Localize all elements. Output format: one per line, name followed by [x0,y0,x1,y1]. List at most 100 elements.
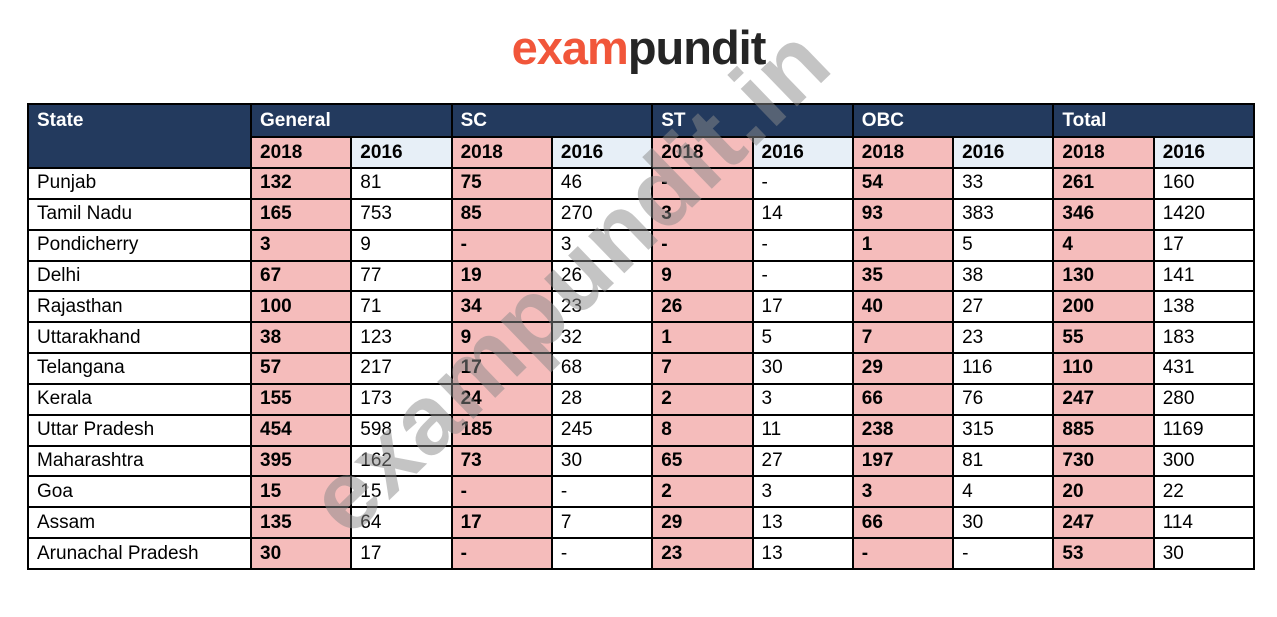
value-cell-st-2016: 13 [751,537,854,570]
value-cell-obc-2018: 66 [851,506,955,540]
state-name-cell: Maharashtra [27,444,252,478]
value-cell-st-2018: 3 [651,197,754,231]
value-cell-general-2018: 155 [249,382,353,416]
value-cell-st-2016: 17 [751,290,854,324]
value-cell-general-2018: 67 [249,259,353,293]
table-row: Delhi 67 77 19 26 9-35 38 130 141 [27,259,1256,293]
table-row: Pondicherry 3 9-3- -1 5 4 17 [27,228,1256,262]
table-row: Uttarakhand 38 123 9 32 1 5 7 23 55 183 [27,321,1256,355]
value-cell-sc-2018: 75 [450,167,553,200]
value-cell-sc-2016: 7 [550,506,654,540]
value-cell-sc-2016: 3 [550,228,654,262]
value-cell-sc-2018: 9 [450,321,553,355]
value-cell-obc-2016: 116 [952,352,1055,385]
state-name-cell: Kerala [27,382,252,416]
table-header: State General SC ST OBC Total 2018 2016 2018 20… [27,103,1256,169]
column-header-total-2018: 2018 [1052,136,1155,169]
value-cell-sc-2018: - [450,228,553,262]
value-cell-sc-2018: 17 [450,506,553,540]
table-row: Telangana 57 217 17 68 7 30 29 116 110 431 [27,352,1256,385]
table-body: Punjab 132 81 75 46- -54 33 261 160 Tamil Nadu 165… [27,167,1256,570]
value-cell-general-2018: 395 [249,444,353,478]
value-cell-st-2016: 30 [751,352,854,385]
value-cell-st-2016: - [751,167,854,200]
table-row: Goa 15 15- -2 3 3 4 20 22 [27,475,1256,509]
value-cell-total-2016: 431 [1152,352,1256,385]
state-name-cell: Pondicherry [27,228,252,262]
value-cell-sc-2016: 32 [550,321,654,355]
value-cell-st-2018: 26 [651,290,754,324]
value-cell-total-2018: 247 [1052,506,1155,540]
column-group-general: General [250,103,453,138]
value-cell-st-2018: 65 [651,444,754,478]
value-cell-total-2016: 114 [1152,506,1256,540]
value-cell-total-2016: 183 [1152,321,1256,355]
value-cell-general-2016: 77 [350,259,453,293]
value-cell-total-2016: 160 [1152,167,1256,200]
value-cell-general-2018: 57 [249,352,353,385]
column-header-sc-2018: 2018 [450,136,553,169]
value-cell-sc-2018: 185 [450,413,553,447]
value-cell-general-2018: 15 [249,475,353,509]
value-cell-general-2018: 30 [249,537,353,570]
value-cell-general-2016: 64 [350,506,453,540]
value-cell-general-2018: 454 [249,413,353,447]
value-cell-st-2016: - [751,259,854,293]
value-cell-obc-2016: 33 [952,167,1055,200]
column-group-sc: SC [450,103,654,138]
value-cell-total-2016: 300 [1152,444,1256,478]
value-cell-total-2018: 20 [1052,475,1155,509]
value-cell-st-2018: 2 [651,382,754,416]
column-header-sc-2016: 2016 [550,136,654,169]
value-cell-st-2018: 7 [651,352,754,385]
header-group-row: State General SC ST OBC Total [27,103,1256,169]
value-cell-obc-2018: 93 [851,197,955,231]
value-cell-sc-2016: 23 [550,290,654,324]
column-header-st-2016: 2016 [751,136,854,169]
value-cell-general-2018: 132 [249,167,353,200]
value-cell-obc-2016: 76 [952,382,1055,416]
value-cell-general-2016: 173 [350,382,453,416]
state-name-cell: Rajasthan [27,290,252,324]
value-cell-total-2016: 141 [1152,259,1256,293]
value-cell-sc-2018: 34 [450,290,553,324]
state-name-cell: Tamil Nadu [27,197,252,231]
value-cell-general-2018: 135 [249,506,353,540]
value-cell-total-2016: 1169 [1152,413,1256,447]
value-cell-obc-2018: 238 [851,413,955,447]
value-cell-general-2016: 123 [350,321,453,355]
column-header-general-2018: 2018 [249,136,353,169]
value-cell-st-2016: 5 [751,321,854,355]
value-cell-obc-2016: 38 [952,259,1055,293]
value-cell-st-2016: 14 [751,197,854,231]
value-cell-general-2016: 15 [350,475,453,509]
value-cell-obc-2018: 7 [851,321,955,355]
value-cell-total-2018: 247 [1052,382,1155,416]
value-cell-st-2018: - [651,167,754,200]
table-row: Rajasthan 100 71 34 23 26 17 40 27 200 138 [27,290,1256,324]
value-cell-total-2016: 280 [1152,382,1256,416]
value-cell-general-2016: 9 [350,228,453,262]
value-cell-sc-2016: 270 [550,197,654,231]
value-cell-obc-2018: - [851,537,955,570]
state-name-cell: Uttar Pradesh [27,413,252,447]
exampundit-logo: exampundit [0,20,1277,75]
table-row: Arunachal Pradesh 30 17- -23 13- -53 30 [27,537,1256,570]
value-cell-obc-2018: 40 [851,290,955,324]
column-header-total-2016: 2016 [1152,136,1256,169]
value-cell-sc-2016: 26 [550,259,654,293]
value-cell-total-2018: 885 [1052,413,1155,447]
value-cell-sc-2016: 30 [550,444,654,478]
state-name-cell: Telangana [27,352,252,385]
value-cell-sc-2018: - [450,475,553,509]
value-cell-total-2016: 30 [1152,537,1256,570]
header-year-row: 2018 2016 2018 2016 2018 2016 2018 2016 2018 2016 [28,136,1256,169]
value-cell-sc-2018: - [450,537,553,570]
table-row: Assam 135 64 17 7 29 13 66 30 247 114 [27,506,1256,540]
state-name-cell: Goa [27,475,252,509]
value-cell-obc-2016: 23 [952,321,1055,355]
logo-text-exam: exam [511,21,629,74]
value-cell-general-2018: 3 [249,228,353,262]
value-cell-general-2018: 165 [249,197,353,231]
